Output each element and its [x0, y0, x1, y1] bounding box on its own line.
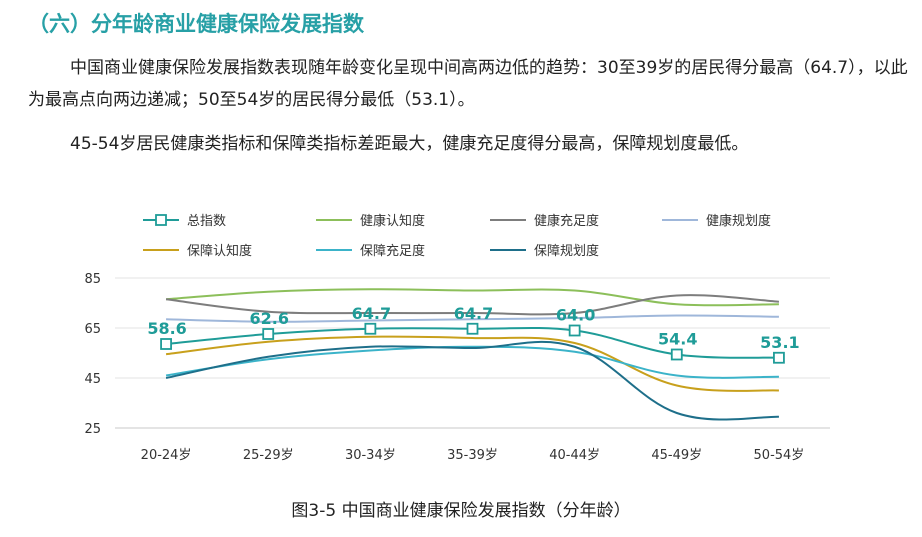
x-tick-label: 35-39岁 [447, 448, 498, 463]
data-point-marker [160, 338, 172, 350]
y-tick-label: 25 [84, 422, 101, 437]
legend-label: 健康充足度 [534, 213, 599, 229]
legend-label: 保障认知度 [187, 243, 252, 259]
data-point-marker [466, 322, 479, 335]
section-heading: （六）分年龄商业健康保险发展指数 [28, 12, 364, 36]
data-label: 62.6 [249, 309, 288, 328]
data-point-marker [262, 328, 275, 340]
data-label: 58.6 [147, 319, 186, 338]
data-label: 53.1 [760, 333, 799, 352]
series-line-6 [165, 345, 779, 379]
legend-label: 健康认知度 [360, 213, 425, 229]
data-label: 64.0 [556, 306, 595, 325]
y-tick-label: 85 [84, 272, 101, 287]
legend-marker [155, 214, 167, 226]
data-label: 64.7 [352, 304, 391, 323]
legend-label: 保障充足度 [360, 243, 425, 259]
x-tick-label: 20-24岁 [141, 448, 192, 463]
series-line-7 [165, 340, 779, 421]
x-tick-label: 45-49岁 [651, 448, 702, 463]
legend-label: 总指数 [187, 214, 226, 229]
figure-caption: 图3-5 中国商业健康保险发展指数（分年龄） [291, 501, 631, 521]
x-tick-label: 25-29岁 [243, 448, 294, 463]
data-point-marker [364, 322, 377, 335]
data-label: 54.4 [658, 330, 697, 349]
y-tick-label: 45 [84, 372, 101, 387]
paragraph-1: 中国商业健康保险发展指数表现随年龄变化呈现中间高两边低的趋势：30至39岁的居民… [28, 58, 908, 110]
x-tick-label: 30-34岁 [345, 448, 396, 463]
y-tick-label: 65 [84, 322, 101, 337]
data-point-marker [670, 348, 683, 361]
x-tick-label: 50-54岁 [754, 448, 805, 463]
data-point-marker [568, 324, 581, 337]
data-label: 64.7 [454, 304, 493, 323]
x-tick-label: 40-44岁 [549, 448, 600, 463]
series-line-3 [165, 294, 779, 316]
data-point-marker [773, 351, 785, 364]
paragraph-2: 45-54岁居民健康类指标和保障类指标差距最大，健康充足度得分最高，保障规划度最… [70, 134, 749, 154]
series-line-5 [165, 335, 779, 392]
series-line-2 [165, 288, 779, 307]
series-line-4 [166, 314, 779, 323]
legend-label: 健康规划度 [706, 213, 771, 229]
legend-label: 保障规划度 [534, 243, 599, 259]
